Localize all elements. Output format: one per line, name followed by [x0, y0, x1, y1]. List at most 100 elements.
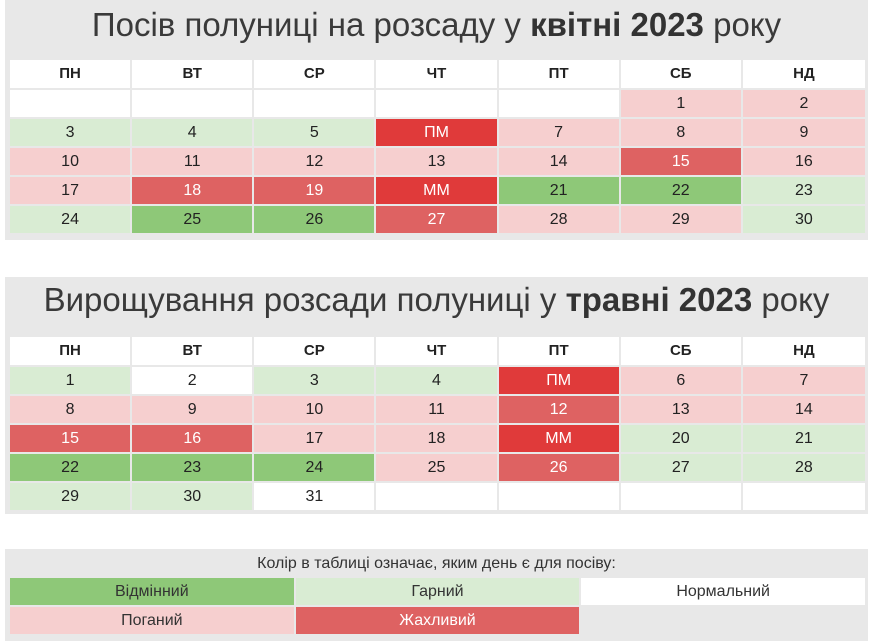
- day-cell: 17: [254, 425, 377, 452]
- day-cell: 1: [620, 90, 743, 117]
- day-cell: 27: [620, 454, 743, 481]
- day-cell: 14: [498, 148, 621, 175]
- weekday-header: НД: [742, 60, 865, 88]
- day-cell: ММ: [376, 177, 499, 204]
- april-title-text: Посів полуниці на розсаду у: [91, 6, 531, 43]
- day-cell: 31: [254, 483, 377, 510]
- day-cell: 30: [132, 483, 255, 510]
- day-cell: 7: [742, 367, 865, 394]
- day-cell: 24: [10, 206, 133, 233]
- day-cell: 11: [132, 148, 255, 175]
- legend-item: Відмінний: [10, 578, 294, 605]
- weekday-header: ЧТ: [376, 60, 499, 88]
- day-cell: 28: [742, 454, 865, 481]
- may-title: Вирощування розсади полуниці у травні 20…: [5, 277, 868, 337]
- day-cell: 21: [742, 425, 865, 452]
- weekday-header: ПН: [10, 337, 133, 365]
- day-cell: ПМ: [376, 119, 499, 146]
- day-cell: 8: [620, 119, 743, 146]
- day-cell: 14: [742, 396, 865, 423]
- empty-cell: [132, 90, 255, 117]
- day-cell: 23: [742, 177, 865, 204]
- day-cell: ММ: [498, 425, 621, 452]
- day-cell: 18: [376, 425, 499, 452]
- empty-cell: [10, 90, 133, 117]
- day-cell: 15: [10, 425, 133, 452]
- empty-cell: [376, 90, 499, 117]
- april-title: Посів полуниці на розсаду у квітні 2023 …: [5, 0, 868, 56]
- weekday-header: ВТ: [132, 337, 255, 365]
- day-cell: 27: [376, 206, 499, 233]
- day-cell: 25: [376, 454, 499, 481]
- weekday-header: СБ: [620, 60, 743, 88]
- may-title-bold: травні 2023: [565, 281, 753, 318]
- day-cell: 19: [254, 177, 377, 204]
- day-cell: 26: [254, 206, 377, 233]
- day-cell: 22: [10, 454, 133, 481]
- day-cell: 2: [742, 90, 865, 117]
- day-cell: 3: [10, 119, 133, 146]
- weekday-header: НД: [742, 337, 865, 365]
- april-grid: ПН ВТ СР ЧТ ПТ СБ НД 1 2 3 4 5 ПМ 7 8 9 10 11 12 13 14 15 16 17…: [10, 60, 865, 233]
- weekday-header: ЧТ: [376, 337, 499, 365]
- day-cell: 1: [10, 367, 133, 394]
- weekday-header: СР: [254, 60, 377, 88]
- legend-item: Поганий: [10, 607, 294, 634]
- legend-caption: Колір в таблиці означає, яким день є для…: [257, 555, 616, 572]
- legend-item: Нормальний: [581, 578, 865, 605]
- day-cell: 7: [498, 119, 621, 146]
- legend-item: Гарний: [295, 578, 580, 605]
- day-cell: 16: [742, 148, 865, 175]
- day-cell: 11: [376, 396, 499, 423]
- day-cell: 13: [620, 396, 743, 423]
- may-grid: ПН ВТ СР ЧТ ПТ СБ НД 1 2 3 4 ПМ 6 7 8 9 10 11 12 13 14 15 16 17…: [10, 337, 865, 510]
- day-cell: 9: [742, 119, 865, 146]
- day-cell: 25: [132, 206, 255, 233]
- weekday-header: СБ: [620, 337, 743, 365]
- color-legend: Колір в таблиці означає, яким день є для…: [5, 549, 868, 641]
- day-cell: 8: [10, 396, 133, 423]
- day-cell: 20: [620, 425, 743, 452]
- empty-cell: [742, 483, 865, 510]
- empty-cell: [498, 483, 621, 510]
- empty-cell: [498, 90, 621, 117]
- weekday-header: СР: [254, 337, 377, 365]
- weekday-header: ВТ: [132, 60, 255, 88]
- day-cell: 29: [620, 206, 743, 233]
- day-cell: 18: [132, 177, 255, 204]
- day-cell: 13: [376, 148, 499, 175]
- day-cell: 16: [132, 425, 255, 452]
- weekday-header: ПТ: [498, 60, 621, 88]
- day-cell: 2: [132, 367, 255, 394]
- day-cell: 24: [254, 454, 377, 481]
- legend-grid: Відмінний Гарний Нормальний Поганий Жахливий: [10, 578, 865, 634]
- day-cell: 23: [132, 454, 255, 481]
- day-cell: 17: [10, 177, 133, 204]
- may-title-suffix: року: [752, 281, 830, 318]
- day-cell: 5: [254, 119, 377, 146]
- may-title-text: Вирощування розсади полуниці у: [43, 281, 566, 318]
- day-cell: 9: [132, 396, 255, 423]
- day-cell: 12: [254, 148, 377, 175]
- empty-cell: [620, 483, 743, 510]
- may-calendar: Вирощування розсади полуниці у травні 20…: [5, 277, 868, 514]
- empty-cell: [254, 90, 377, 117]
- day-cell: 10: [254, 396, 377, 423]
- day-cell: 3: [254, 367, 377, 394]
- april-calendar: Посів полуниці на розсаду у квітні 2023 …: [5, 0, 868, 240]
- day-cell: 15: [620, 148, 743, 175]
- day-cell: 30: [742, 206, 865, 233]
- legend-item: Жахливий: [295, 607, 580, 634]
- weekday-header: ПТ: [498, 337, 621, 365]
- day-cell: 21: [498, 177, 621, 204]
- day-cell: 12: [498, 396, 621, 423]
- day-cell: 29: [10, 483, 133, 510]
- day-cell: 4: [376, 367, 499, 394]
- day-cell: 10: [10, 148, 133, 175]
- april-title-bold: квітні 2023: [530, 6, 704, 43]
- day-cell: 4: [132, 119, 255, 146]
- day-cell: ПМ: [498, 367, 621, 394]
- day-cell: 26: [498, 454, 621, 481]
- weekday-header: ПН: [10, 60, 133, 88]
- empty-cell: [376, 483, 499, 510]
